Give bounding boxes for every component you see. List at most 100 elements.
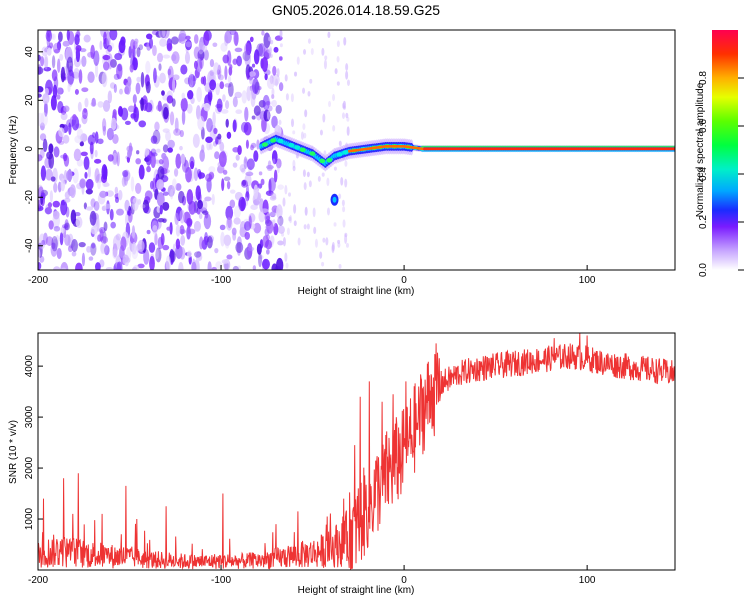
noise-blob — [238, 196, 246, 212]
snr-series-line — [38, 333, 675, 570]
ridge-rim — [633, 145, 636, 148]
ridge-hot — [386, 145, 389, 148]
noise-blob — [83, 156, 90, 170]
noise-blob — [153, 67, 157, 84]
noise-speck — [303, 132, 307, 139]
noise-blob — [173, 168, 179, 177]
noise-blob — [111, 152, 119, 165]
ridge-rim — [670, 145, 673, 148]
noise-speck — [345, 242, 349, 248]
noise-blob — [232, 58, 238, 65]
noise-blob — [186, 250, 192, 258]
noise-blob — [271, 115, 278, 129]
ridge-hot — [617, 147, 620, 151]
noise-speck — [290, 118, 294, 128]
noise-blob — [145, 155, 152, 166]
noise-speck — [284, 74, 288, 82]
ridge-rim — [608, 150, 611, 152]
noise-blob — [117, 63, 123, 72]
noise-blob — [225, 118, 229, 128]
noise-speck — [346, 116, 350, 122]
ridge-rim — [534, 150, 538, 152]
noise-blob — [208, 171, 215, 180]
ridge-rim — [551, 150, 554, 152]
ridge-rim — [430, 145, 433, 148]
noise-blob — [173, 128, 182, 136]
ridge-rim — [659, 145, 662, 148]
noise-blob — [59, 231, 64, 246]
noise-speck — [337, 242, 341, 248]
noise-blob — [75, 262, 83, 270]
ridge-hot — [566, 147, 569, 151]
ridge-rim — [653, 145, 657, 148]
noise-blob — [166, 42, 173, 52]
noise-blob — [260, 178, 265, 186]
ridge-rim — [668, 150, 671, 152]
noise-blob — [271, 94, 275, 99]
noise-blob — [84, 97, 89, 108]
noise-blob — [203, 213, 212, 230]
ridge-rim — [458, 150, 461, 152]
noise-blob — [38, 54, 41, 62]
noise-blob — [106, 127, 114, 141]
noise-blob — [277, 225, 285, 234]
ridge-hot — [468, 147, 472, 151]
ridge-rim — [613, 150, 616, 152]
ridge-rim — [450, 145, 453, 148]
x-tick-label: 100 — [579, 575, 596, 586]
noise-blob — [120, 36, 126, 46]
noise-blob — [170, 36, 179, 45]
noise-blob — [160, 233, 165, 246]
ridge-hot — [441, 147, 444, 151]
noise-blob — [107, 154, 114, 162]
noise-blob — [175, 153, 182, 169]
noise-blob — [195, 252, 203, 262]
ridge-hot — [564, 147, 567, 151]
noise-blob — [178, 190, 185, 204]
noise-blob — [235, 241, 244, 254]
noise-speck — [340, 176, 344, 186]
ridge-hot — [639, 147, 642, 151]
noise-blob — [203, 102, 211, 112]
ridge-rim — [509, 150, 512, 152]
noise-speck — [342, 219, 346, 228]
noise-blob — [199, 236, 204, 250]
ridge-rim — [664, 145, 668, 148]
ridge-hot — [382, 145, 386, 148]
noise-blob — [227, 212, 232, 229]
noise-speck — [334, 68, 338, 75]
ridge-rim — [505, 150, 508, 152]
ridge-rim — [470, 150, 474, 152]
ridge-rim — [437, 145, 441, 148]
noise-blob — [52, 200, 60, 208]
noise-blob — [211, 266, 217, 270]
noise-speck — [304, 206, 308, 216]
ridge-rim — [514, 145, 517, 148]
ridge-rim — [666, 145, 669, 148]
noise-blob — [120, 236, 127, 251]
noise-blob — [207, 261, 212, 270]
noise-speck — [296, 56, 300, 65]
ridge-hot — [461, 147, 464, 151]
noise-blob — [73, 148, 82, 162]
ridge-hot — [608, 147, 611, 151]
ridge-rim — [648, 145, 651, 148]
noise-speck — [276, 67, 280, 78]
x-tick-label: 100 — [579, 275, 596, 286]
ridge-rim — [459, 145, 463, 148]
noise-blob — [146, 165, 151, 173]
ridge-rim — [624, 145, 627, 148]
noise-blob — [132, 264, 140, 270]
noise-blob — [41, 46, 49, 57]
noise-blob — [151, 152, 158, 157]
noise-speck — [293, 220, 297, 227]
noise-blob — [201, 199, 208, 211]
noise-speck — [317, 175, 321, 182]
y-tick-label: -40 — [24, 238, 35, 253]
noise-speck — [302, 169, 306, 177]
noise-blob — [227, 82, 234, 97]
ridge-rim — [434, 150, 437, 152]
ridge-rim — [578, 150, 582, 152]
ridge-hot — [392, 145, 395, 148]
noise-blob — [223, 176, 231, 182]
